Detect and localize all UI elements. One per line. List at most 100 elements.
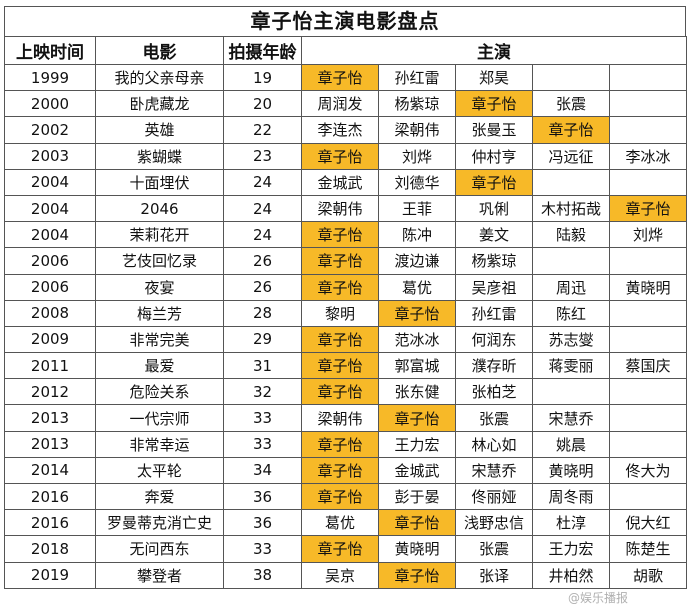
cast-cell: 章子怡 bbox=[301, 63, 379, 92]
cast-cell: 胡歌 bbox=[609, 561, 687, 589]
table-body: 1999 我的父亲母亲 19 章子怡 孙红雷 郑昊 2000 卧虎藏龙 20 周润发 杨紫琼 章子怡张… bbox=[4, 63, 687, 589]
cast-cell: 彭于晏 bbox=[378, 482, 456, 511]
cast-cell: 浅野忠信 bbox=[455, 509, 533, 537]
cast-cell: 李冰冰 bbox=[609, 142, 687, 170]
table-row: 2003 紫蝴蝶 23 章子怡 刘烨 仲村亨 冯远征 李冰冰 bbox=[4, 142, 687, 170]
cast-cell: 章子怡 bbox=[455, 168, 533, 196]
cast-cell: 林心如 bbox=[455, 430, 533, 458]
cast-cell: 吴京 bbox=[301, 561, 379, 589]
cast-cell bbox=[609, 378, 687, 406]
table-row: 2006 夜宴 26 章子怡 葛优 吴彦祖 周迅 黄晓明 bbox=[4, 273, 687, 301]
table-row: 1999 我的父亲母亲 19 章子怡 孙红雷 郑昊 bbox=[4, 63, 687, 92]
cast-cell bbox=[532, 168, 610, 196]
cast-cell bbox=[609, 168, 687, 196]
cast-cell: 李连杰 bbox=[301, 116, 379, 144]
cast-cell: 何润东 bbox=[455, 325, 533, 354]
age-cell: 32 bbox=[223, 378, 302, 406]
cast-cell: 梁朝伟 bbox=[301, 404, 379, 432]
cast-cell: 章子怡 bbox=[532, 116, 610, 144]
movie-table: 上映时间 电影 拍摄年龄 主演 1999 我的父亲母亲 19 章子怡 孙红雷 郑昊 2000… bbox=[4, 36, 687, 589]
cast-cell: 濮存昕 bbox=[455, 352, 533, 380]
film-cell: 卧虎藏龙 bbox=[95, 90, 224, 118]
cast-cell bbox=[609, 247, 687, 275]
cast-cell bbox=[532, 378, 610, 406]
year-cell: 2016 bbox=[4, 482, 96, 511]
cast-cell: 金城武 bbox=[378, 456, 456, 485]
year-cell: 2009 bbox=[4, 325, 96, 354]
year-cell: 2018 bbox=[4, 535, 96, 563]
cast-cell: 张震 bbox=[455, 535, 533, 563]
table-row: 2008 梅兰芳 28 黎明 章子怡 孙红雷 陈红 bbox=[4, 299, 687, 327]
film-cell: 非常幸运 bbox=[95, 430, 224, 458]
table-row: 2011 最爱 31 章子怡 郭富城 濮存昕 蒋雯丽 蔡国庆 bbox=[4, 352, 687, 380]
cast-cell: 张东健 bbox=[378, 378, 456, 406]
cast-cell: 宋慧乔 bbox=[532, 404, 610, 432]
cast-cell: 章子怡 bbox=[301, 221, 379, 249]
cast-cell: 梁朝伟 bbox=[301, 194, 379, 223]
cast-cell: 章子怡 bbox=[609, 194, 687, 223]
cast-cell: 张震 bbox=[455, 404, 533, 432]
cast-cell: 章子怡 bbox=[301, 142, 379, 170]
film-cell: 十面埋伏 bbox=[95, 168, 224, 196]
cast-cell: 章子怡 bbox=[301, 482, 379, 511]
cast-cell: 仲村亨 bbox=[455, 142, 533, 170]
film-cell: 攀登者 bbox=[95, 561, 224, 589]
film-cell: 危险关系 bbox=[95, 378, 224, 406]
table-row: 2013 非常幸运 33 章子怡 王力宏 林心如 姚晨 bbox=[4, 430, 687, 458]
cast-cell: 巩俐 bbox=[455, 194, 533, 223]
film-cell: 2046 bbox=[95, 194, 224, 223]
table-row: 2012 危险关系 32 章子怡 张东健 张柏芝 bbox=[4, 378, 687, 406]
cast-cell: 张柏芝 bbox=[455, 378, 533, 406]
cast-cell: 周冬雨 bbox=[532, 482, 610, 511]
year-cell: 2016 bbox=[4, 509, 96, 537]
year-cell: 2006 bbox=[4, 247, 96, 275]
cast-cell: 章子怡 bbox=[301, 352, 379, 380]
film-cell: 英雄 bbox=[95, 116, 224, 144]
year-cell: 2019 bbox=[4, 561, 96, 589]
cast-cell: 井柏然 bbox=[532, 561, 610, 589]
cast-cell: 张震 bbox=[532, 90, 610, 118]
film-cell: 非常完美 bbox=[95, 325, 224, 354]
table-row: 2018 无问西东 33 章子怡 黄晓明 张震 王力宏 陈楚生 bbox=[4, 535, 687, 563]
cast-cell: 刘烨 bbox=[378, 142, 456, 170]
cast-cell: 蒋雯丽 bbox=[532, 352, 610, 380]
cast-cell: 姜文 bbox=[455, 221, 533, 249]
film-cell: 最爱 bbox=[95, 352, 224, 380]
table-row: 2004 茉莉花开 24 章子怡 陈冲 姜文 陆毅 刘烨 bbox=[4, 221, 687, 249]
table-row: 2004 2046 24 梁朝伟 王菲 巩俐 木村拓哉 章子怡 bbox=[4, 194, 687, 223]
cast-cell: 葛优 bbox=[301, 509, 379, 537]
age-cell: 34 bbox=[223, 456, 302, 485]
cast-cell: 黎明 bbox=[301, 299, 379, 327]
year-cell: 2013 bbox=[4, 430, 96, 458]
age-cell: 31 bbox=[223, 352, 302, 380]
age-cell: 36 bbox=[223, 482, 302, 511]
cast-cell: 杨紫琼 bbox=[455, 247, 533, 275]
cast-cell: 王力宏 bbox=[378, 430, 456, 458]
year-cell: 2013 bbox=[4, 404, 96, 432]
table-row: 2019 攀登者 38 吴京 章子怡 张译 井柏然 胡歌 bbox=[4, 561, 687, 589]
table-row: 2013 一代宗师 33 梁朝伟 章子怡 张震 宋慧乔 bbox=[4, 404, 687, 432]
cast-cell: 倪大红 bbox=[609, 509, 687, 537]
cast-cell: 张译 bbox=[455, 561, 533, 589]
cast-cell: 范冰冰 bbox=[378, 325, 456, 354]
film-cell: 艺伎回忆录 bbox=[95, 247, 224, 275]
age-cell: 33 bbox=[223, 404, 302, 432]
year-cell: 2004 bbox=[4, 168, 96, 196]
age-cell: 29 bbox=[223, 325, 302, 354]
cast-cell: 黄晓明 bbox=[609, 273, 687, 301]
age-cell: 28 bbox=[223, 299, 302, 327]
cast-cell: 吴彦祖 bbox=[455, 273, 533, 301]
cast-cell: 孙红雷 bbox=[378, 63, 456, 92]
cast-cell: 渡边谦 bbox=[378, 247, 456, 275]
year-cell: 2002 bbox=[4, 116, 96, 144]
cast-cell: 葛优 bbox=[378, 273, 456, 301]
cast-cell: 章子怡 bbox=[378, 561, 456, 589]
cast-cell: 陈楚生 bbox=[609, 535, 687, 563]
age-cell: 24 bbox=[223, 194, 302, 223]
age-cell: 24 bbox=[223, 168, 302, 196]
cast-cell: 章子怡 bbox=[455, 90, 533, 118]
cast-cell bbox=[609, 325, 687, 354]
cast-cell: 郭富城 bbox=[378, 352, 456, 380]
cast-cell: 陈红 bbox=[532, 299, 610, 327]
cast-cell: 杜淳 bbox=[532, 509, 610, 537]
